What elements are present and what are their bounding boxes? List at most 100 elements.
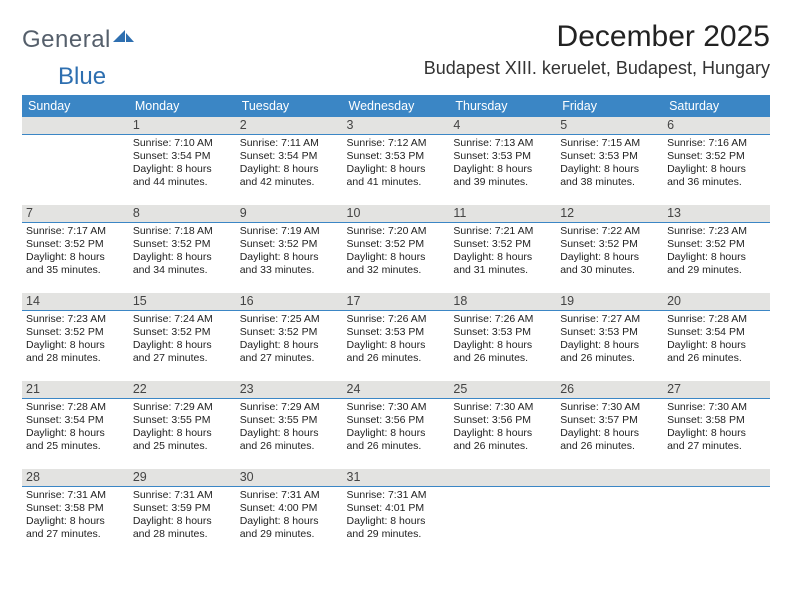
day-number-bar-empty [663,469,770,487]
sunset-line: Sunset: 3:59 PM [133,502,232,515]
sunset-line: Sunset: 3:54 PM [667,326,766,339]
day-number-bar: 24 [343,381,450,399]
day-number-bar: 28 [22,469,129,487]
day-details: Sunrise: 7:27 AMSunset: 3:53 PMDaylight:… [560,313,659,365]
calendar-cell: 27 Sunrise: 7:30 AMSunset: 3:58 PMDayligh… [663,381,770,469]
sunrise-line: Sunrise: 7:29 AM [133,401,232,414]
day-number-bar: 22 [129,381,236,399]
sunrise-line: Sunrise: 7:29 AM [240,401,339,414]
logo-word-blue-wrap: Blue [58,63,792,91]
calendar-cell: 29 Sunrise: 7:31 AMSunset: 3:59 PMDayligh… [129,469,236,557]
day-number-bar: 7 [22,205,129,223]
day-details: Sunrise: 7:10 AMSunset: 3:54 PMDaylight:… [133,137,232,189]
daylight-line: Daylight: 8 hours and 44 minutes. [133,163,232,189]
calendar-cell: 22Sunrise: 7:29 AMSunset: 3:55 PMDayligh… [129,381,236,469]
day-details: Sunrise: 7:16 AMSunset: 3:52 PMDaylight:… [667,137,766,189]
calendar-cell: 20Sunrise: 7:28 AMSunset: 3:54 PMDayligh… [663,293,770,381]
daylight-line: Daylight: 8 hours and 26 minutes. [453,339,552,365]
calendar-cell: 25Sunrise: 7:30 AMSunset: 3:56 PMDayligh… [449,381,556,469]
sunset-line: Sunset: 3:52 PM [347,238,446,251]
daylight-line: Daylight: 8 hours and 35 minutes. [26,251,125,277]
calendar-week-row: 28Sunrise: 7:31 AMSunset: 3:58 PMDayligh… [22,469,770,557]
calendar-cell: 3Sunrise: 7:12 AMSunset: 3:53 PMDaylight… [343,117,450,205]
daylight-line: Daylight: 8 hours and 26 minutes. [560,427,659,453]
calendar-table: SundayMondayTuesdayWednesdayThursdayFrid… [22,95,770,557]
day-number-bar: 11 [449,205,556,223]
sunrise-line: Sunrise: 7:23 AM [26,313,125,326]
daylight-line: Daylight: 8 hours and 32 minutes. [347,251,446,277]
calendar-cell-empty [556,469,663,557]
day-number-bar: 10 [343,205,450,223]
daylight-line: Daylight: 8 hours and 33 minutes. [240,251,339,277]
day-details: Sunrise: 7:11 AMSunset: 3:54 PMDaylight:… [240,137,339,189]
calendar-weekday-header: SundayMondayTuesdayWednesdayThursdayFrid… [22,95,770,117]
sunrise-line: Sunrise: 7:31 AM [347,489,446,502]
day-details: Sunrise: 7:30 AMSunset: 3:56 PMDaylight:… [347,401,446,453]
daylight-line: Daylight: 8 hours and 29 minutes. [347,515,446,541]
sunrise-line: Sunrise: 7:30 AM [453,401,552,414]
daylight-line: Daylight: 8 hours and 27 minutes. [26,515,125,541]
day-number-bar: 13 [663,205,770,223]
calendar-cell: 21Sunrise: 7:28 AMSunset: 3:54 PMDayligh… [22,381,129,469]
sunset-line: Sunset: 3:58 PM [667,414,766,427]
day-details: Sunrise: 7:30 AMSunset: 3:58 PMDaylight:… [667,401,766,453]
logo-sail-icon [113,24,135,52]
sunset-line: Sunset: 3:52 PM [240,326,339,339]
sunrise-line: Sunrise: 7:30 AM [667,401,766,414]
brand-logo: General [22,26,136,54]
sunrise-line: Sunrise: 7:26 AM [347,313,446,326]
calendar-cell: 26Sunrise: 7:30 AMSunset: 3:57 PMDayligh… [556,381,663,469]
logo-word-general: General [22,26,111,54]
daylight-line: Daylight: 8 hours and 36 minutes. [667,163,766,189]
day-details: Sunrise: 7:18 AMSunset: 3:52 PMDaylight:… [133,225,232,277]
day-number-bar: 27 [663,381,770,399]
sunset-line: Sunset: 3:54 PM [133,150,232,163]
sunset-line: Sunset: 3:57 PM [560,414,659,427]
daylight-line: Daylight: 8 hours and 26 minutes. [453,427,552,453]
daylight-line: Daylight: 8 hours and 38 minutes. [560,163,659,189]
sunrise-line: Sunrise: 7:15 AM [560,137,659,150]
calendar-cell-empty [22,117,129,205]
daylight-line: Daylight: 8 hours and 27 minutes. [667,427,766,453]
day-number-bar: 12 [556,205,663,223]
daylight-line: Daylight: 8 hours and 31 minutes. [453,251,552,277]
sunset-line: Sunset: 3:56 PM [453,414,552,427]
day-details: Sunrise: 7:31 AMSunset: 3:59 PMDaylight:… [133,489,232,541]
day-details: Sunrise: 7:19 AMSunset: 3:52 PMDaylight:… [240,225,339,277]
day-details: Sunrise: 7:26 AMSunset: 3:53 PMDaylight:… [347,313,446,365]
sunrise-line: Sunrise: 7:17 AM [26,225,125,238]
daylight-line: Daylight: 8 hours and 29 minutes. [240,515,339,541]
calendar-week-row: 21Sunrise: 7:28 AMSunset: 3:54 PMDayligh… [22,381,770,469]
day-details: Sunrise: 7:23 AMSunset: 3:52 PMDaylight:… [667,225,766,277]
calendar-cell: 24 Sunrise: 7:30 AMSunset: 3:56 PMDayligh… [343,381,450,469]
calendar-cell-empty [663,469,770,557]
sunrise-line: Sunrise: 7:27 AM [560,313,659,326]
sunset-line: Sunset: 4:01 PM [347,502,446,515]
sunset-line: Sunset: 4:00 PM [240,502,339,515]
calendar-cell: 16Sunrise: 7:25 AMSunset: 3:52 PMDayligh… [236,293,343,381]
day-number-bar: 29 [129,469,236,487]
sunrise-line: Sunrise: 7:31 AM [133,489,232,502]
day-number-bar-empty [22,117,129,135]
calendar-week-row: 1Sunrise: 7:10 AMSunset: 3:54 PMDaylight… [22,117,770,205]
day-details: Sunrise: 7:31 AMSunset: 4:00 PMDaylight:… [240,489,339,541]
sunset-line: Sunset: 3:52 PM [240,238,339,251]
daylight-line: Daylight: 8 hours and 41 minutes. [347,163,446,189]
calendar-cell-empty [449,469,556,557]
daylight-line: Daylight: 8 hours and 25 minutes. [133,427,232,453]
day-number-bar: 20 [663,293,770,311]
day-details: Sunrise: 7:23 AMSunset: 3:52 PMDaylight:… [26,313,125,365]
daylight-line: Daylight: 8 hours and 27 minutes. [133,339,232,365]
sunrise-line: Sunrise: 7:28 AM [26,401,125,414]
sunrise-line: Sunrise: 7:23 AM [667,225,766,238]
day-details: Sunrise: 7:21 AMSunset: 3:52 PMDaylight:… [453,225,552,277]
day-number-bar: 16 [236,293,343,311]
sunrise-line: Sunrise: 7:13 AM [453,137,552,150]
calendar-cell: 11 Sunrise: 7:21 AMSunset: 3:52 PMDayligh… [449,205,556,293]
sunset-line: Sunset: 3:52 PM [133,326,232,339]
daylight-line: Daylight: 8 hours and 26 minutes. [347,339,446,365]
calendar-cell: 14Sunrise: 7:23 AMSunset: 3:52 PMDayligh… [22,293,129,381]
sunrise-line: Sunrise: 7:24 AM [133,313,232,326]
sunrise-line: Sunrise: 7:16 AM [667,137,766,150]
logo-word-blue: Blue [58,63,106,90]
